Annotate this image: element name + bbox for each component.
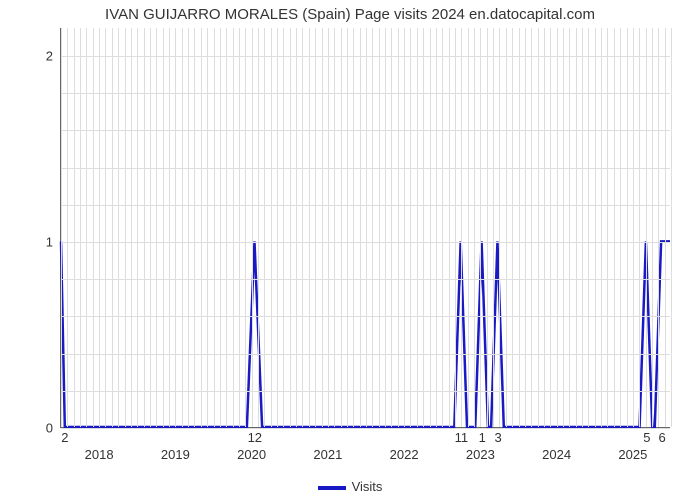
- value-label: 12: [248, 428, 262, 445]
- x-tick: 2019: [161, 427, 190, 462]
- x-tick: 2018: [85, 427, 114, 462]
- legend-label: Visits: [352, 479, 383, 494]
- y-tick: 1: [46, 234, 61, 249]
- value-label: 11: [455, 428, 469, 445]
- y-tick: 0: [46, 421, 61, 436]
- legend: Visits: [0, 479, 700, 494]
- y-tick: 2: [46, 48, 61, 63]
- value-label: 1: [479, 428, 486, 445]
- value-label: 2: [61, 428, 68, 445]
- x-tick: 2024: [542, 427, 571, 462]
- x-tick: 2022: [390, 427, 419, 462]
- chart-title: IVAN GUIJARRO MORALES (Spain) Page visit…: [0, 6, 700, 23]
- legend-swatch: [318, 486, 346, 490]
- value-label: 5: [643, 428, 650, 445]
- plot-area: 0122018201920202021202220232024202521211…: [60, 28, 670, 428]
- value-label: 6: [658, 428, 665, 445]
- x-tick: 2021: [313, 427, 342, 462]
- chart-container: IVAN GUIJARRO MORALES (Spain) Page visit…: [0, 0, 700, 500]
- value-label: 3: [495, 428, 502, 445]
